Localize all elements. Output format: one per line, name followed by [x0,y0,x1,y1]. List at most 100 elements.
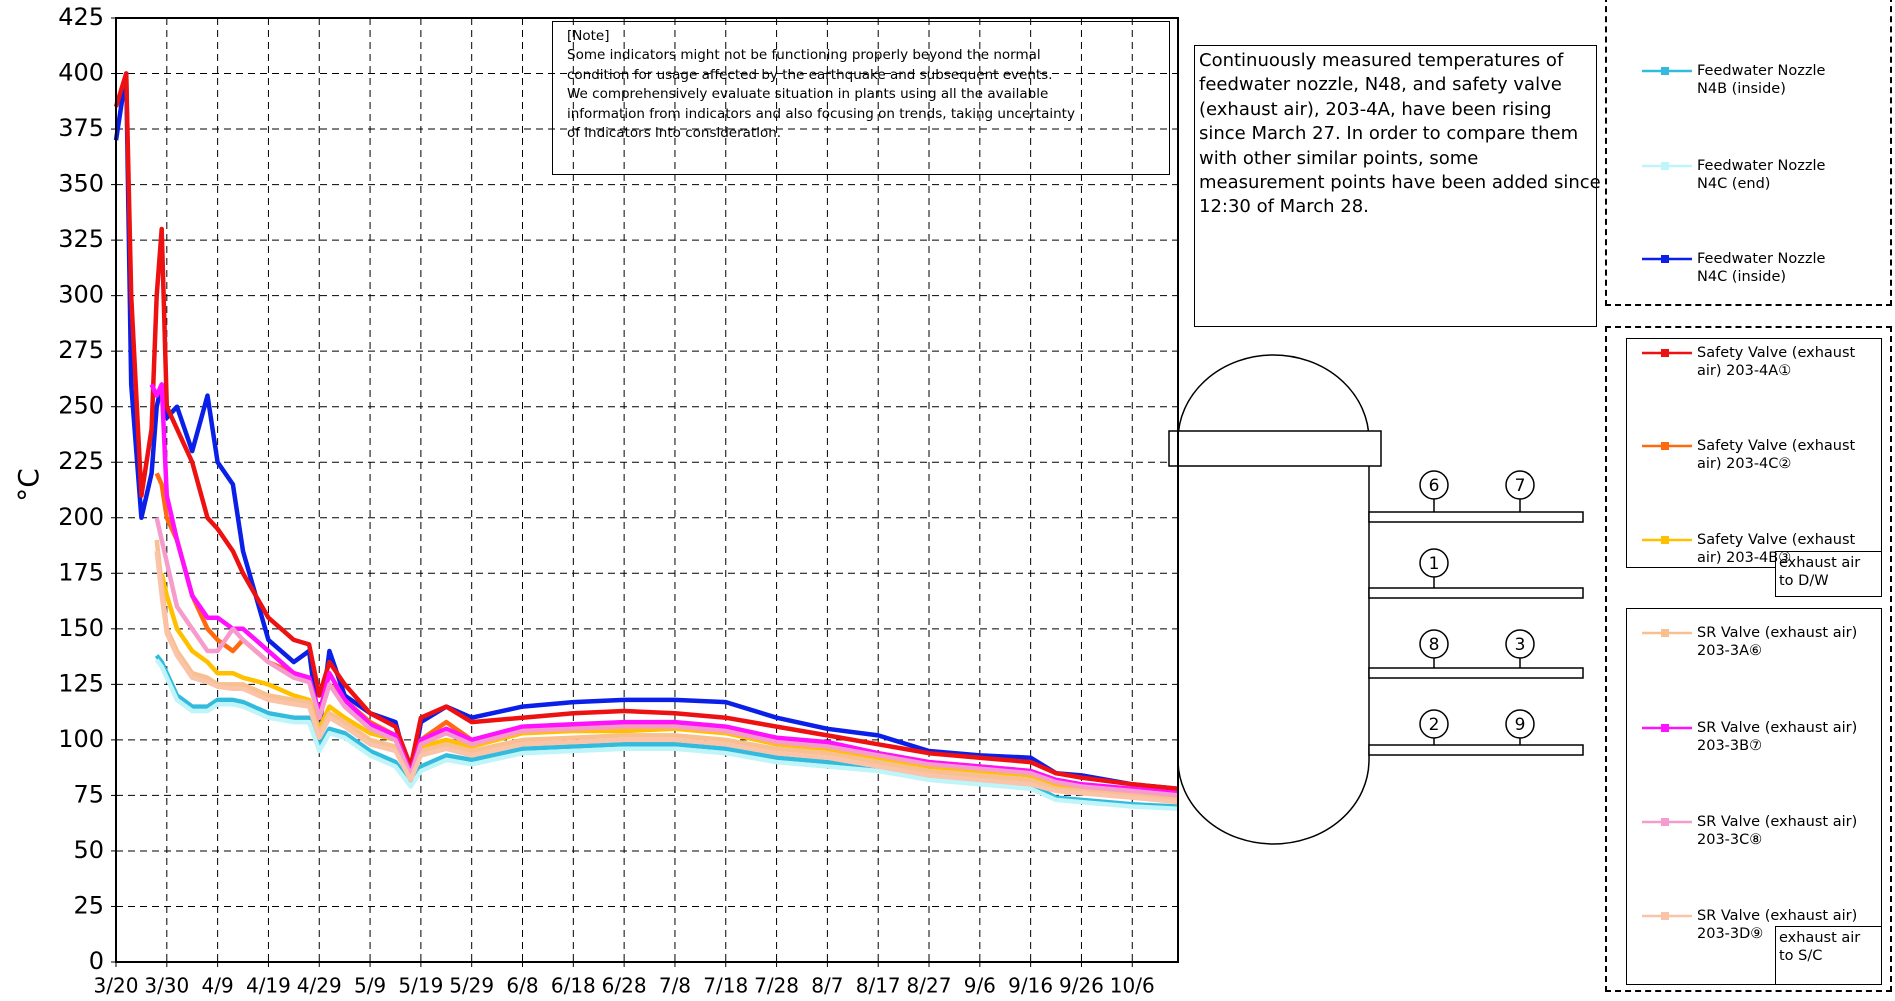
y-axis-label: °C [12,468,45,502]
point-circle [1419,548,1449,578]
y-tick-label: 175 [58,558,104,586]
point-circle [1505,629,1535,659]
series-line [113,71,1179,791]
note-box: [Note] Some indicators might not be func… [552,21,1170,175]
legend-group-label: exhaust air to D/W [1775,551,1882,597]
note-line: condition for usage affected by the eart… [567,66,1053,83]
note-line: of indicators into consideration. [567,125,782,142]
plot-frame [115,17,1179,963]
legend-marker [1661,162,1669,170]
flange [1168,430,1382,467]
x-tick-label: 4/19 [246,974,291,998]
y-tick-label: 275 [58,336,104,364]
legend-label: SR Valve (exhaust air) 203-3C⑧ [1697,814,1858,848]
point-circle [1419,470,1449,500]
pipe [1368,511,1584,523]
annotation-line: with other similar points, some [1199,147,1479,169]
legend-label: SR Valve (exhaust air) 203-3A⑥ [1697,625,1858,659]
pipe [1368,667,1584,679]
x-tick-label: 6/18 [551,974,596,998]
legend-marker [1661,818,1669,826]
legend-label: SR Valve (exhaust air) 203-3D⑨ [1697,908,1858,942]
x-tick-label: 9/26 [1059,974,1104,998]
legend-group-box [1626,338,1882,568]
legend-marker [1661,442,1669,450]
point-circle [1419,629,1449,659]
x-tick-label: 5/9 [354,974,386,998]
series-line [154,517,1179,798]
y-tick-label: 400 [58,59,104,87]
legend-box [1605,0,1892,306]
y-tick-label: 100 [58,725,104,753]
legend-label: Safety Valve (exhaust air) 203-4A① [1697,345,1856,379]
y-tick-label: 425 [58,3,104,31]
x-tick-label: 5/19 [398,974,443,998]
y-tick-label: 25 [73,891,104,919]
x-tick-label: 7/28 [754,974,799,998]
legend-marker [1661,724,1669,732]
legend-marker [1661,629,1669,637]
legend-group-label: exhaust air to S/C [1775,926,1882,985]
x-tick-label: 4/29 [297,974,342,998]
point-label: 8 [1429,635,1440,655]
series-line [113,71,1179,791]
series-line [149,382,1179,796]
annotation-box: Continuously measured temperatures of fe… [1194,45,1601,327]
x-tick-label: 3/30 [144,974,189,998]
series-lines [113,71,1179,811]
point-label: 7 [1515,476,1526,496]
note-line: information from indicators and also foc… [567,105,1075,122]
note-title: [Note] [567,28,610,44]
x-tick-label: 6/28 [602,974,647,998]
y-tick-label: 150 [58,614,104,642]
vessel [1177,354,1370,845]
pipe [1368,744,1584,756]
y-tick-label: 375 [58,114,104,142]
annotation-line: measurement points have been added since [1199,172,1601,194]
legend-marker [1661,349,1669,357]
point-label: 6 [1429,476,1440,496]
x-tick-label: 9/16 [1008,974,1053,998]
legend-label: SR Valve (exhaust air) 203-3B⑦ [1697,720,1858,754]
series-line [154,658,1179,811]
y-tick-label: 125 [58,669,104,697]
x-tick-label: 8/7 [811,974,843,998]
point-label: 3 [1515,635,1526,655]
series-line [154,550,1179,805]
annotation-line: (exhaust air), 203-4A, have been rising [1199,98,1552,120]
legend-marker [1661,67,1669,75]
note-line: We comprehensively evaluate situation in… [567,86,1049,103]
legend-box [1605,326,1892,992]
annotation-line: Continuously measured temperatures of [1199,50,1564,71]
x-tick-label: 7/8 [659,974,691,998]
annotation-line: feedwater nozzle, N48, and safety valve [1199,74,1562,96]
x-tick-label: 8/17 [856,974,901,998]
annotation-line: since March 27. In order to compare them [1199,123,1579,145]
legend-marker [1661,536,1669,544]
grid: 0 25 50 75 100 125 150 175 200 225 250 275 300 325 350… [58,3,1178,998]
x-tick-label: 10/6 [1110,974,1155,998]
legend-label: Feedwater Nozzle N4B (inside) [1697,63,1826,97]
x-tick-label: 8/27 [907,974,952,998]
y-tick-label: 75 [73,780,104,808]
y-tick-label: 250 [58,392,104,420]
legend-group-box [1626,608,1882,985]
x-tick-label: 9/6 [964,974,996,998]
x-tick-label: 4/9 [202,974,234,998]
legend-label: Feedwater Nozzle N4C (end) [1697,158,1826,192]
pipe [1368,587,1584,599]
point-label: 9 [1515,715,1526,735]
diagram-labels: 6 7 1 8 3 2 9 [1429,476,1526,735]
y-tick-label: 200 [58,503,104,531]
point-circle [1505,709,1535,739]
y-tick-label: 325 [58,225,104,253]
y-tick-label: 300 [58,281,104,309]
x-tick-label: 6/8 [506,974,538,998]
reactor-diagram [1168,354,1584,845]
point-circle [1419,709,1449,739]
legend-marker [1661,255,1669,263]
point-circle [1505,470,1535,500]
legend-label: Safety Valve (exhaust air) 203-4C② [1697,438,1856,472]
